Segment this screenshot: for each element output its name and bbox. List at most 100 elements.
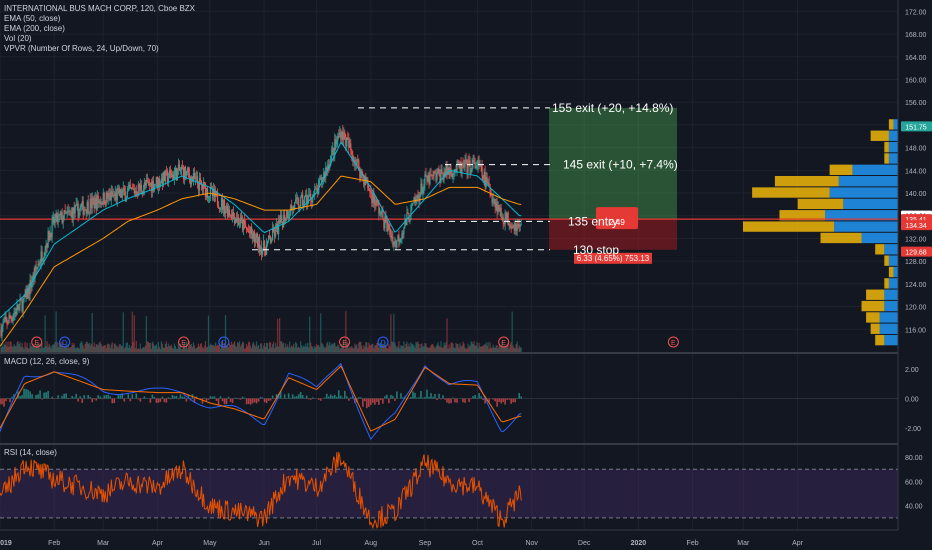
candle-body: [411, 203, 413, 206]
volume-bar: [371, 343, 373, 352]
volume-bar: [349, 346, 351, 352]
candle-body: [518, 224, 520, 228]
volume-bar: [18, 344, 20, 352]
macd-histogram-bar: [19, 396, 21, 399]
volume-bar: [245, 343, 248, 352]
candle-body: [14, 311, 16, 314]
volume-bar: [4, 344, 6, 352]
ema50-legend[interactable]: EMA (50, close): [4, 14, 61, 23]
volume-bar: [450, 342, 452, 352]
volume-bar: [192, 342, 195, 352]
macd-histogram-bar: [193, 398, 196, 403]
macd-histogram-bar: [283, 394, 286, 399]
volume-bar: [34, 347, 36, 352]
volume-bar: [218, 343, 221, 352]
volume-bar: [30, 345, 32, 352]
volume-bar: [504, 346, 506, 352]
volume-bar: [315, 347, 317, 352]
volume-bar: [256, 346, 259, 352]
volume-bar: [198, 346, 201, 352]
trade-levels[interactable]: 155 exit (+20, +14.8%) 145 exit (+10, +7.…: [252, 101, 678, 257]
candle-body: [284, 214, 286, 222]
volume-bar: [394, 342, 396, 352]
candle-body: [81, 201, 83, 206]
volume-bar: [347, 342, 349, 352]
candle-body: [116, 189, 118, 201]
volume-bar: [53, 344, 55, 352]
candle-body: [207, 197, 210, 198]
event-marker: [31, 336, 43, 348]
vpvr-legend[interactable]: VPVR (Number Of Rows, 24, Up/Down, 70): [4, 44, 159, 53]
candle-body: [24, 295, 26, 298]
macd-histogram-bar: [43, 392, 45, 399]
volume-bar: [515, 344, 517, 352]
candle-body: [209, 187, 212, 197]
candle-body: [225, 205, 228, 210]
time-axis[interactable]: 2019 Feb Mar Apr May Jun Jul Aug Sep Oct Nov Dec 202…: [0, 529, 932, 550]
volume-bar: [73, 343, 75, 352]
ema200-legend[interactable]: EMA (200, close): [4, 24, 65, 33]
volume-bar: [270, 342, 272, 352]
candle-body: [192, 173, 195, 182]
candle-body: [508, 224, 510, 226]
macd-histogram-bar: [181, 396, 184, 399]
price-axes[interactable]: 116.00120.00124.00128.00132.00136.00140.…: [897, 0, 932, 550]
volume-bar: [386, 348, 388, 352]
volume-legend[interactable]: Vol (20): [4, 34, 32, 43]
macd-histogram-bar: [137, 398, 140, 400]
candle-body: [457, 160, 459, 162]
macd-histogram-bar: [464, 398, 466, 403]
candle-body: [325, 167, 327, 178]
macd-histogram-bar: [101, 398, 104, 400]
volume-bar: [345, 311, 347, 352]
volume-bar: [35, 345, 37, 352]
macd-legend[interactable]: MACD (12, 26, close, 9): [4, 357, 90, 366]
macd-histogram-bar: [311, 397, 314, 399]
volume-bar: [311, 346, 313, 352]
candle-body: [228, 209, 231, 215]
rsi-legend[interactable]: RSI (14, close): [4, 448, 57, 457]
candle-body: [142, 189, 144, 194]
volume-bar: [39, 348, 41, 352]
volume-bar: [324, 347, 326, 352]
candle-body: [127, 188, 129, 192]
candle-body: [117, 188, 119, 190]
volume-bar: [326, 343, 328, 352]
time-tick-label: Dec: [578, 540, 591, 547]
volume-bar: [496, 345, 498, 352]
volume-bar: [85, 342, 87, 352]
volume-bar: [137, 348, 139, 352]
candle-body: [176, 169, 179, 181]
volume-bar: [457, 344, 459, 352]
candle-body: [151, 180, 153, 192]
candle-body: [482, 176, 484, 180]
candle-body: [409, 219, 411, 222]
symbol-title[interactable]: INTERNATIONAL BUS MACH CORP, 120, Cboe B…: [4, 4, 196, 13]
candle-body: [211, 188, 214, 196]
macd-histogram-bar: [45, 392, 47, 399]
candle-body: [267, 240, 269, 245]
macd-histogram-bar: [41, 398, 43, 400]
volume-bar: [102, 346, 104, 352]
candle-body: [295, 199, 297, 203]
volume-bar: [497, 348, 499, 352]
volume-bar: [219, 348, 222, 352]
volume-bar: [327, 341, 329, 352]
candle-body: [70, 211, 72, 213]
volume-bar: [428, 347, 430, 352]
volume-bar: [252, 342, 255, 352]
candle-body: [432, 175, 434, 177]
candle-body: [278, 220, 280, 234]
candle-body: [98, 200, 100, 203]
candle-body: [313, 194, 315, 196]
candle-body: [130, 187, 132, 189]
main-legend[interactable]: INTERNATIONAL BUS MACH CORP, 120, Cboe B…: [4, 4, 195, 54]
volume-bar: [140, 348, 142, 352]
candle-body: [78, 210, 80, 218]
macd-histogram-bar: [269, 398, 272, 401]
macd-histogram-bar: [460, 397, 462, 399]
candle-body: [143, 182, 145, 190]
volume-bar: [510, 341, 512, 352]
